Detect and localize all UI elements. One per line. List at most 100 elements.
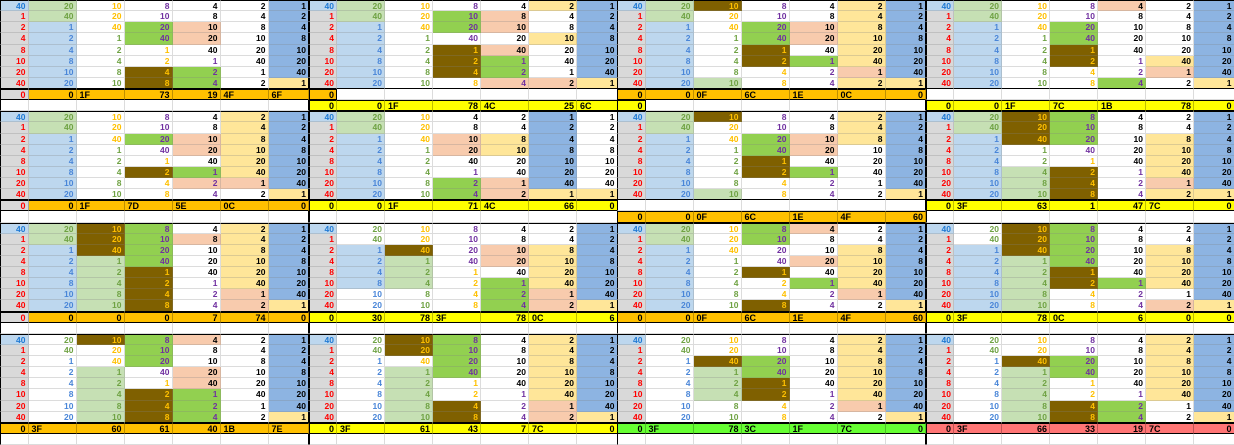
empty-cell[interactable] [220,322,269,334]
grid-cell[interactable]: 40 [0,111,29,123]
footer-hex-cell[interactable]: 0C [220,200,269,212]
grid-cell[interactable]: 1 [577,411,618,423]
grid-cell[interactable]: 8 [954,278,1002,290]
grid-cell[interactable]: 1 [28,356,77,368]
grid-cell[interactable]: 2 [1146,300,1194,312]
grid-cell[interactable]: 2 [76,378,125,390]
grid-cell[interactable]: 1 [837,178,886,190]
grid-cell[interactable]: 20 [1146,155,1194,167]
grid-cell[interactable]: 20 [925,400,954,412]
grid-cell[interactable]: 40 [385,244,433,256]
empty-cell[interactable] [172,100,221,112]
grid-cell[interactable]: 1 [925,344,954,356]
grid-cell[interactable]: 2 [954,33,1002,45]
grid-cell[interactable]: 20 [28,111,77,123]
grid-cell[interactable]: 10 [577,378,618,390]
grid-cell[interactable]: 40 [741,144,790,156]
grid-cell[interactable]: 20 [268,278,309,290]
grid-cell[interactable]: 1 [268,0,309,12]
grid-cell[interactable]: 40 [481,166,529,178]
grid-cell[interactable]: 1 [577,77,618,89]
grid-cell[interactable]: 2 [1146,0,1194,12]
grid-cell[interactable]: 10 [76,77,125,89]
grid-cell[interactable]: 4 [645,155,694,167]
grid-cell[interactable]: 8 [954,55,1002,67]
grid-cell[interactable]: 1 [789,166,838,178]
grid-cell[interactable]: 40 [741,33,790,45]
empty-cell[interactable] [741,200,790,212]
grid-cell[interactable]: 1 [268,300,309,312]
grid-cell[interactable]: 4 [172,0,221,12]
grid-cell[interactable]: 10 [1146,33,1194,45]
grid-cell[interactable]: 20 [954,411,1002,423]
empty-cell[interactable] [76,100,125,112]
grid-cell[interactable]: 4 [1002,166,1050,178]
grid-cell[interactable]: 8 [0,378,29,390]
grid-cell[interactable]: 4 [76,166,125,178]
grid-cell[interactable]: 20 [789,33,838,45]
grid-cell[interactable]: 10 [741,233,790,245]
grid-cell[interactable]: 1 [28,22,77,34]
grid-cell[interactable]: 8 [337,166,385,178]
footer-hex-cell[interactable]: 0 [577,200,618,212]
empty-cell[interactable] [1146,322,1194,334]
grid-cell[interactable]: 2 [337,33,385,45]
grid-cell[interactable]: 8 [481,133,529,145]
grid-cell[interactable]: 40 [28,11,77,23]
grid-cell[interactable]: 2 [433,389,481,401]
grid-cell[interactable]: 4 [76,389,125,401]
grid-cell[interactable]: 4 [481,411,529,423]
grid-cell[interactable]: 10 [385,333,433,345]
grid-cell[interactable]: 8 [529,356,577,368]
grid-cell[interactable]: 40 [617,0,646,12]
grid-cell[interactable]: 2 [172,178,221,190]
footer-hex-cell[interactable]: 0 [0,422,29,434]
grid-cell[interactable]: 1 [1002,367,1050,379]
grid-cell[interactable]: 2 [1098,178,1146,190]
grid-cell[interactable]: 4 [789,111,838,123]
grid-cell[interactable]: 2 [885,11,926,23]
grid-cell[interactable]: 8 [433,122,481,134]
footer-hex-cell[interactable]: 5E [172,200,221,212]
grid-cell[interactable]: 10 [385,0,433,12]
footer-hex-cell[interactable]: 6F [268,89,309,101]
grid-cell[interactable]: 40 [885,178,926,190]
grid-cell[interactable]: 20 [577,389,618,401]
grid-cell[interactable]: 20 [220,155,269,167]
grid-cell[interactable]: 4 [1098,189,1146,201]
grid-cell[interactable]: 10 [577,267,618,279]
grid-cell[interactable]: 8 [76,178,125,190]
grid-cell[interactable]: 8 [28,166,77,178]
grid-cell[interactable]: 2 [0,133,29,145]
grid-cell[interactable]: 1 [954,244,1002,256]
footer-hex-cell[interactable]: 1F [76,200,125,212]
grid-cell[interactable]: 10 [741,11,790,23]
grid-cell[interactable]: 2 [925,22,954,34]
grid-cell[interactable]: 10 [76,111,125,123]
grid-cell[interactable]: 40 [385,22,433,34]
grid-cell[interactable]: 40 [617,411,646,423]
empty-cell[interactable] [1050,322,1098,334]
grid-cell[interactable]: 4 [220,11,269,23]
grid-cell[interactable]: 20 [308,289,337,301]
grid-cell[interactable]: 4 [1194,356,1234,368]
grid-cell[interactable]: 2 [337,255,385,267]
grid-cell[interactable]: 40 [529,389,577,401]
grid-cell[interactable]: 20 [1002,122,1050,134]
grid-cell[interactable]: 10 [645,66,694,78]
grid-cell[interactable]: 4 [308,255,337,267]
grid-cell[interactable]: 2 [385,155,433,167]
grid-cell[interactable]: 4 [954,267,1002,279]
grid-cell[interactable]: 4 [0,255,29,267]
grid-cell[interactable]: 10 [481,356,529,368]
grid-cell[interactable]: 8 [1194,144,1234,156]
grid-cell[interactable]: 2 [789,289,838,301]
grid-cell[interactable]: 40 [645,344,694,356]
grid-cell[interactable]: 2 [529,300,577,312]
grid-cell[interactable]: 4 [337,267,385,279]
grid-cell[interactable]: 2 [837,77,886,89]
grid-cell[interactable]: 2 [0,244,29,256]
empty-cell[interactable] [268,100,309,112]
grid-cell[interactable]: 40 [954,122,1002,134]
grid-cell[interactable]: 2 [0,356,29,368]
